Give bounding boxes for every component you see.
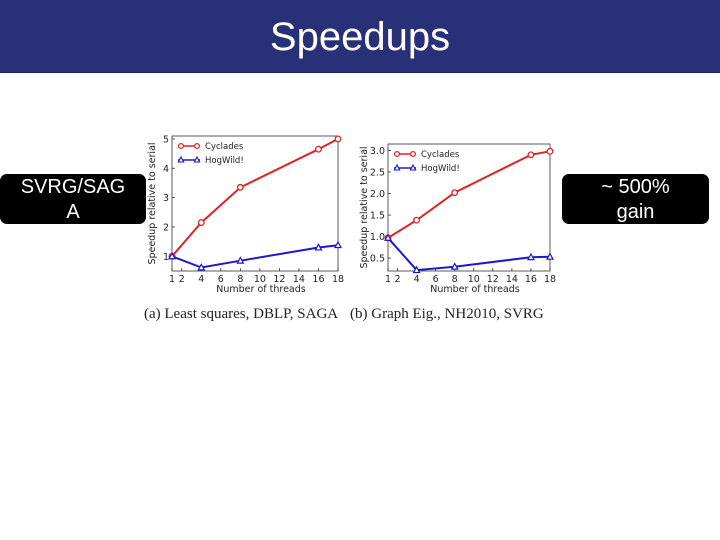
- y-tick-label: 3: [163, 193, 169, 204]
- plot-frame: [387, 143, 551, 272]
- y-axis-label: Speedup relative to serial: [147, 142, 158, 264]
- legend-marker: [409, 163, 417, 171]
- data-point: [197, 263, 206, 271]
- callout-left-line-2: A: [66, 201, 80, 223]
- data-point: [315, 145, 322, 153]
- y-tick-label: 1.5: [370, 211, 385, 222]
- data-point: [197, 219, 205, 227]
- x-axis-label: Number of threads: [216, 284, 305, 295]
- caption-b: (b) Graph Eig., NH2010, SVRG: [350, 306, 544, 322]
- x-tick-label: 1: [385, 274, 391, 285]
- x-tick-label: 6: [218, 274, 224, 285]
- callout-right-line-2: gain: [616, 201, 655, 223]
- x-tick-label: 18: [332, 274, 344, 285]
- data-point: [545, 252, 555, 260]
- y-tick-label: 2.5: [370, 167, 385, 178]
- x-axis-label: Number of threads: [430, 284, 519, 295]
- legend-label: Cyclades: [421, 150, 460, 160]
- data-point: [451, 189, 459, 197]
- chart-b: 0.5 1.0 1.5 2.0 2.5 3.0 1 2 4 6 8 10 12 14 16 18 Number …: [359, 143, 556, 295]
- legend-label: HogWild!: [421, 164, 460, 174]
- callout-right-line-1: ~ 500%: [601, 176, 670, 198]
- data-point: [167, 251, 177, 260]
- legend-label: Cyclades: [205, 142, 244, 152]
- legend-marker: [177, 155, 185, 163]
- x-tick-label: 16: [312, 274, 324, 285]
- legend-marker: [393, 151, 400, 158]
- caption-a: (a) Least squares, DBLP, SAGA: [144, 306, 339, 322]
- data-point: [236, 256, 245, 264]
- data-point: [546, 147, 554, 155]
- data-point: [314, 243, 323, 251]
- legend-marker: [193, 155, 201, 163]
- y-tick-label: 2: [163, 222, 169, 233]
- y-tick-label: 1.0: [370, 232, 385, 243]
- y-tick-label: 2.0: [370, 189, 385, 200]
- legend-marker: [409, 151, 416, 158]
- legend-label: HogWild!: [205, 156, 244, 166]
- legend-marker: [393, 163, 401, 171]
- x-tick-label: 8: [237, 274, 243, 285]
- x-tick-label: 1: [169, 274, 175, 285]
- x-tick-label: 12: [487, 274, 499, 285]
- x-tick-label: 4: [414, 274, 420, 285]
- legend-marker: [193, 143, 200, 150]
- x-tick-label: 18: [544, 274, 556, 285]
- x-tick-label: 10: [254, 274, 266, 285]
- y-tick-label: 0.5: [370, 254, 385, 265]
- x-tick-label: 4: [198, 274, 204, 285]
- y-tick-label: 3.0: [370, 146, 385, 157]
- callout-left: SVRG/SAG A: [0, 174, 146, 224]
- x-tick-label: 12: [273, 274, 285, 285]
- x-tick-label: 14: [293, 274, 305, 285]
- x-tick-label: 8: [452, 274, 458, 285]
- x-tick-label: 6: [433, 274, 439, 285]
- callout-right: ~ 500% gain: [562, 174, 709, 224]
- title-bar: Speedups: [0, 0, 720, 73]
- legend-marker: [177, 143, 184, 150]
- x-tick-label: 14: [506, 274, 518, 285]
- data-point: [412, 265, 421, 274]
- x-tick-label: 10: [468, 274, 480, 285]
- y-tick-label: 1: [163, 252, 169, 263]
- slide-title: Speedups: [269, 15, 451, 59]
- data-point: [527, 151, 535, 159]
- y-tick-label: 5: [163, 134, 169, 145]
- x-tick-label: 16: [525, 274, 537, 285]
- x-tick-label: 2: [179, 274, 185, 285]
- data-point: [236, 183, 244, 191]
- data-point: [333, 240, 343, 249]
- y-tick-label: 4: [163, 164, 169, 175]
- data-point: [450, 262, 459, 270]
- x-tick-label: 2: [395, 274, 401, 285]
- callout-left-line-1: SVRG/SAG: [20, 176, 126, 198]
- data-point: [526, 252, 535, 261]
- data-point: [413, 216, 421, 224]
- y-axis-label: Speedup relative to serial: [359, 146, 370, 268]
- data-point: [334, 135, 342, 143]
- data-point: [383, 233, 393, 241]
